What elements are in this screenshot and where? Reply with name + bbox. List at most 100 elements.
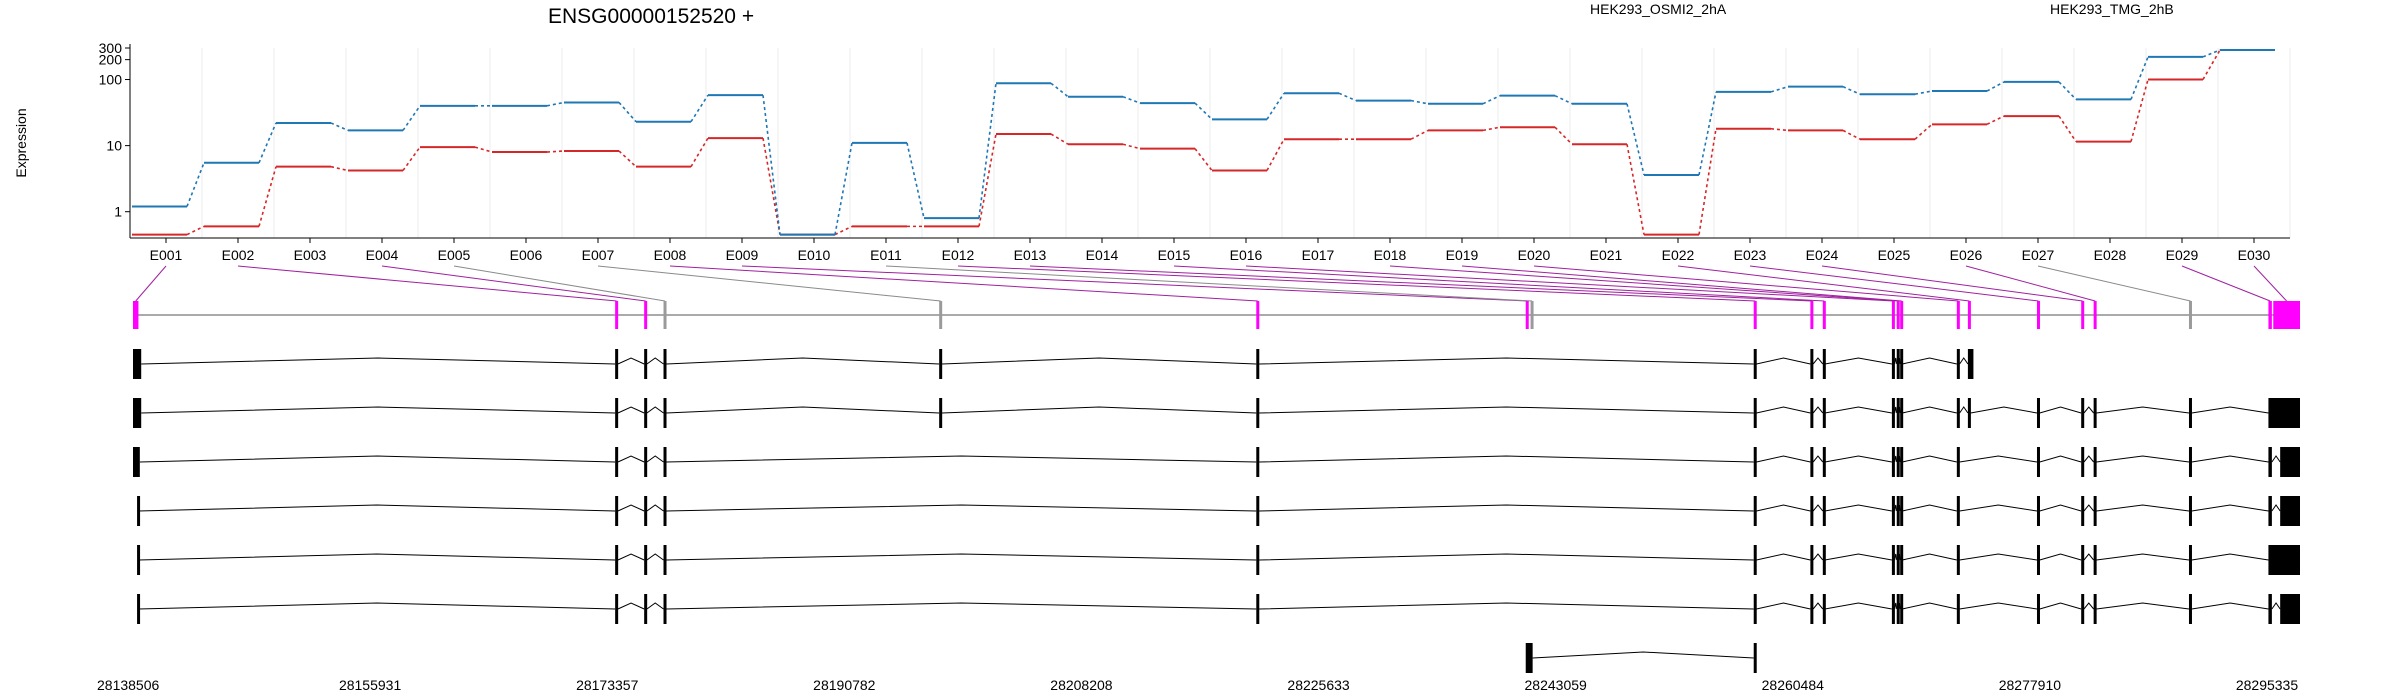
coordinate-label: 28190782 [813,677,876,693]
y-tick-label: 300 [99,40,123,56]
exon-label: E028 [2094,247,2127,263]
series-connector [762,95,781,235]
transcript-exon [615,398,619,428]
transcript-exon [615,349,619,379]
series-connector [1410,99,1429,105]
exon-block [2036,301,2040,329]
transcript-exon [644,447,648,477]
intron-line [1894,357,1898,365]
series-connector [1050,133,1069,145]
intron-line [666,406,940,414]
transcript-exon [615,496,619,526]
transcript-exon [1956,496,1960,526]
transcript-row [133,398,2300,428]
exon-label: E021 [1590,247,1623,263]
intron-line [666,602,1257,610]
exon-label: E017 [1302,247,1335,263]
transcript-exon [2280,447,2300,477]
transcript-exon [1891,496,1895,526]
coordinate-label: 28138506 [97,677,160,693]
transcript-tracks [133,301,2300,673]
gene-model-row [133,301,2300,329]
exon-connector [1029,265,1812,302]
intron-line [2191,406,2269,414]
intron-line [1756,504,1811,512]
transcript-exon [1896,496,1900,526]
intron-line [1259,602,1754,610]
series-connector [330,122,349,132]
exon-connector [237,265,617,302]
intron-line [941,406,1257,414]
transcript-exon [1256,398,1260,428]
exon-block [2273,301,2300,329]
coordinate-label: 28155931 [339,677,402,693]
transcript-exon [1891,545,1895,575]
intron-line [1259,504,1754,512]
series-connector [1194,102,1213,120]
intron-line [1894,406,1898,414]
transcript-exon [1967,349,1974,379]
transcript-exon [1810,545,1814,575]
intron-line [1824,602,1892,610]
intron-line [1824,504,1892,512]
transcript-exon [615,545,619,575]
y-tick-label: 100 [99,72,123,88]
exon-connector [1389,265,1899,302]
transcript-exon [137,496,141,526]
transcript-row [1525,643,1757,673]
intron-line [2083,406,2095,414]
transcript-exon [615,447,619,477]
exon-connector [2037,265,2191,302]
coordinate-label: 28260484 [1762,677,1825,693]
intron-line [1970,406,2038,414]
intron-line [1824,406,1892,414]
series-connector [474,146,493,153]
intron-line [1894,602,1898,610]
exon-connector [669,265,1258,302]
series-connector [1698,91,1717,176]
coordinate-label: 28295335 [2236,677,2299,693]
exon-label: E012 [942,247,975,263]
series-connector [978,133,997,227]
transcript-exon [644,594,648,624]
intron-line [1824,553,1892,561]
transcript-exon [1956,594,1960,624]
expression-series [132,48,2275,236]
exon-block [2081,301,2085,329]
exon-label: E016 [1230,247,1263,263]
exon-label: E029 [2166,247,2199,263]
transcript-exon [2081,545,2085,575]
y-tick-label: 1 [114,204,122,220]
intron-line [1902,553,1957,561]
intron-line [138,504,616,512]
vertical-gridlines [129,48,2291,238]
intron-line [1756,357,1811,365]
transcript-exon [615,594,619,624]
exon-label: E014 [1086,247,1119,263]
exon-connector [453,265,666,302]
exon-label: E025 [1878,247,1911,263]
exon-connector [1461,265,1902,302]
intron-line [2039,406,2082,414]
series-connector [1122,143,1141,150]
transcript-exon [663,545,667,575]
exon-label: E009 [726,247,759,263]
exon-connector [885,265,1533,302]
series-connector [1770,127,1789,132]
exon-block [1900,301,1904,329]
exon-block [644,301,648,329]
exon-connector [1173,265,1825,302]
transcript-exon [1900,545,1904,575]
exon-connector [2181,265,2271,302]
exon-block [1525,301,1529,329]
intron-line [2096,602,2190,610]
series-connector [402,105,421,131]
intron-line [617,602,645,610]
series-connector [1842,85,1861,95]
transcript-exon [1822,349,1826,379]
coordinate-label: 28173357 [576,677,639,693]
legend-series-1: HEK293_OSMI2_2hA [1590,1,1727,17]
transcript-exon [2081,447,2085,477]
coordinate-label: 28243059 [1525,677,1588,693]
transcript-exon [1810,398,1814,428]
